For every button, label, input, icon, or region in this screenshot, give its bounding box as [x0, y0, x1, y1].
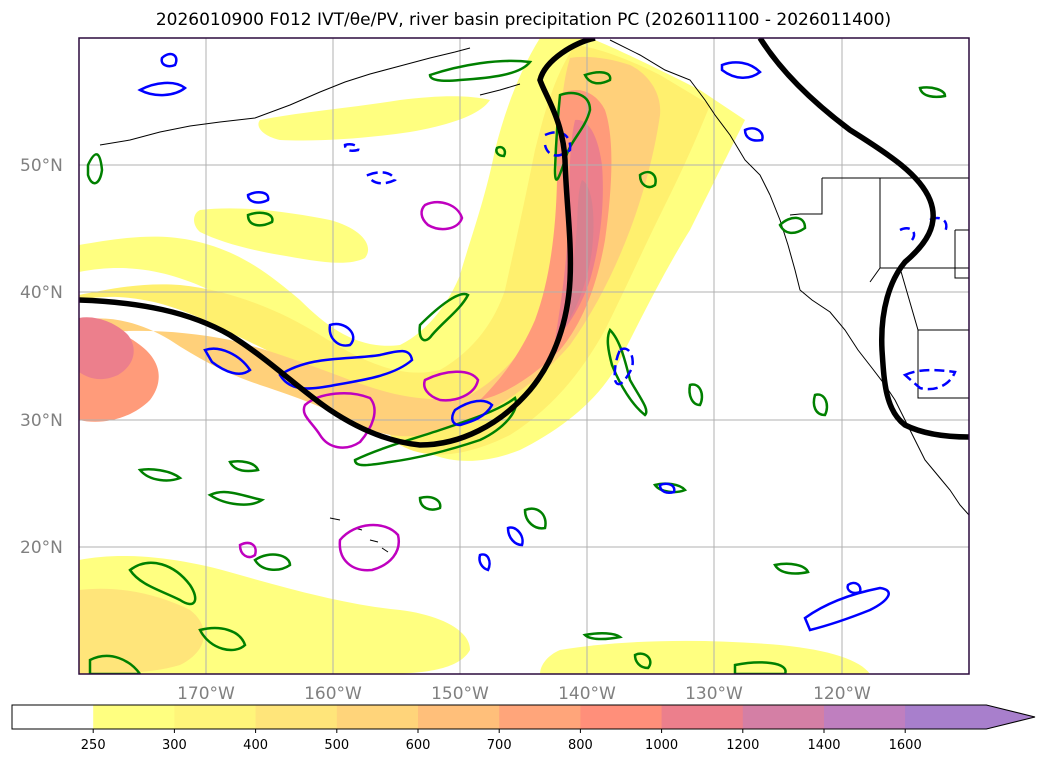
lat-label: 30°N — [20, 411, 63, 431]
colorbar-bin — [174, 705, 257, 729]
colorbar-bin — [661, 705, 744, 729]
canada-border — [789, 178, 823, 216]
colorbar-tick-label: 1000 — [645, 738, 678, 753]
lon-label: 170°W — [177, 684, 235, 704]
ivt-band-south — [540, 640, 870, 674]
ivt-core-east-1200 — [570, 180, 594, 318]
colorbar-bin — [93, 705, 175, 729]
colorbar-tick-label: 1400 — [807, 738, 840, 753]
ivt-band-north — [258, 96, 490, 141]
colorbar-bin — [580, 705, 663, 729]
ivt-plume-500 — [79, 56, 661, 437]
state-borders — [822, 177, 969, 399]
map-panel — [79, 38, 969, 674]
front-east — [757, 38, 969, 440]
colorbar-bin — [742, 705, 825, 729]
lon-label: 140°W — [558, 684, 616, 704]
lon-label: 160°W — [304, 684, 362, 704]
theta-e-contours — [86, 59, 947, 674]
north-america-coastline — [769, 194, 969, 516]
colorbar-extend-arrow — [905, 705, 1035, 729]
lat-label: 40°N — [20, 283, 63, 303]
colorbar-tick-label: 250 — [81, 738, 106, 753]
lat-label: 20°N — [20, 538, 63, 558]
colorbar-tick-label: 700 — [487, 738, 512, 753]
pc-contours — [238, 201, 480, 572]
colorbar: 250 300 400 500 600 700 800 1000 1200 1400 1600 — [11, 704, 1036, 753]
ivt-band-northwest — [194, 208, 369, 263]
colorbar-tick-label: 300 — [162, 738, 187, 753]
coastlines — [99, 39, 969, 553]
colorbar-tick-label: 1200 — [726, 738, 759, 753]
pv-contours — [137, 52, 957, 632]
lat-label: 50°N — [20, 156, 63, 176]
colorbar-bin — [824, 705, 906, 729]
colorbar-tick-label: 500 — [324, 738, 349, 753]
colorbar-bin — [336, 705, 419, 729]
colorbar-tick-label: 1600 — [889, 738, 922, 753]
colorbar-bin — [418, 705, 500, 729]
longitude-labels: 170°W 160°W 150°W 140°W 130°W 120°W — [177, 684, 871, 704]
fronts — [79, 38, 969, 448]
colorbar-bin — [499, 705, 581, 729]
colorbar-tick-label: 800 — [568, 738, 593, 753]
map-frame — [78, 37, 970, 675]
latitude-labels: 50°N 40°N 30°N 20°N — [20, 156, 63, 558]
hawaii-islands — [329, 517, 389, 553]
colorbar-bin — [12, 705, 94, 729]
colorbar-tick-label: 400 — [243, 738, 268, 753]
lon-label: 120°W — [813, 684, 871, 704]
ivt-band-southwest-inner — [79, 588, 204, 674]
map-title: 2026010900 F012 IVT/θe/PV, river basin p… — [155, 10, 892, 30]
alaska-coastline — [99, 39, 771, 196]
lon-label: 150°W — [431, 684, 489, 704]
lon-label: 130°W — [685, 684, 743, 704]
colorbar-bin — [255, 705, 338, 729]
graticule — [79, 38, 969, 674]
ivt-core-west — [79, 317, 134, 380]
front-west — [79, 38, 596, 448]
colorbar-tick-label: 600 — [406, 738, 431, 753]
colorbar-outline — [11, 704, 1036, 730]
